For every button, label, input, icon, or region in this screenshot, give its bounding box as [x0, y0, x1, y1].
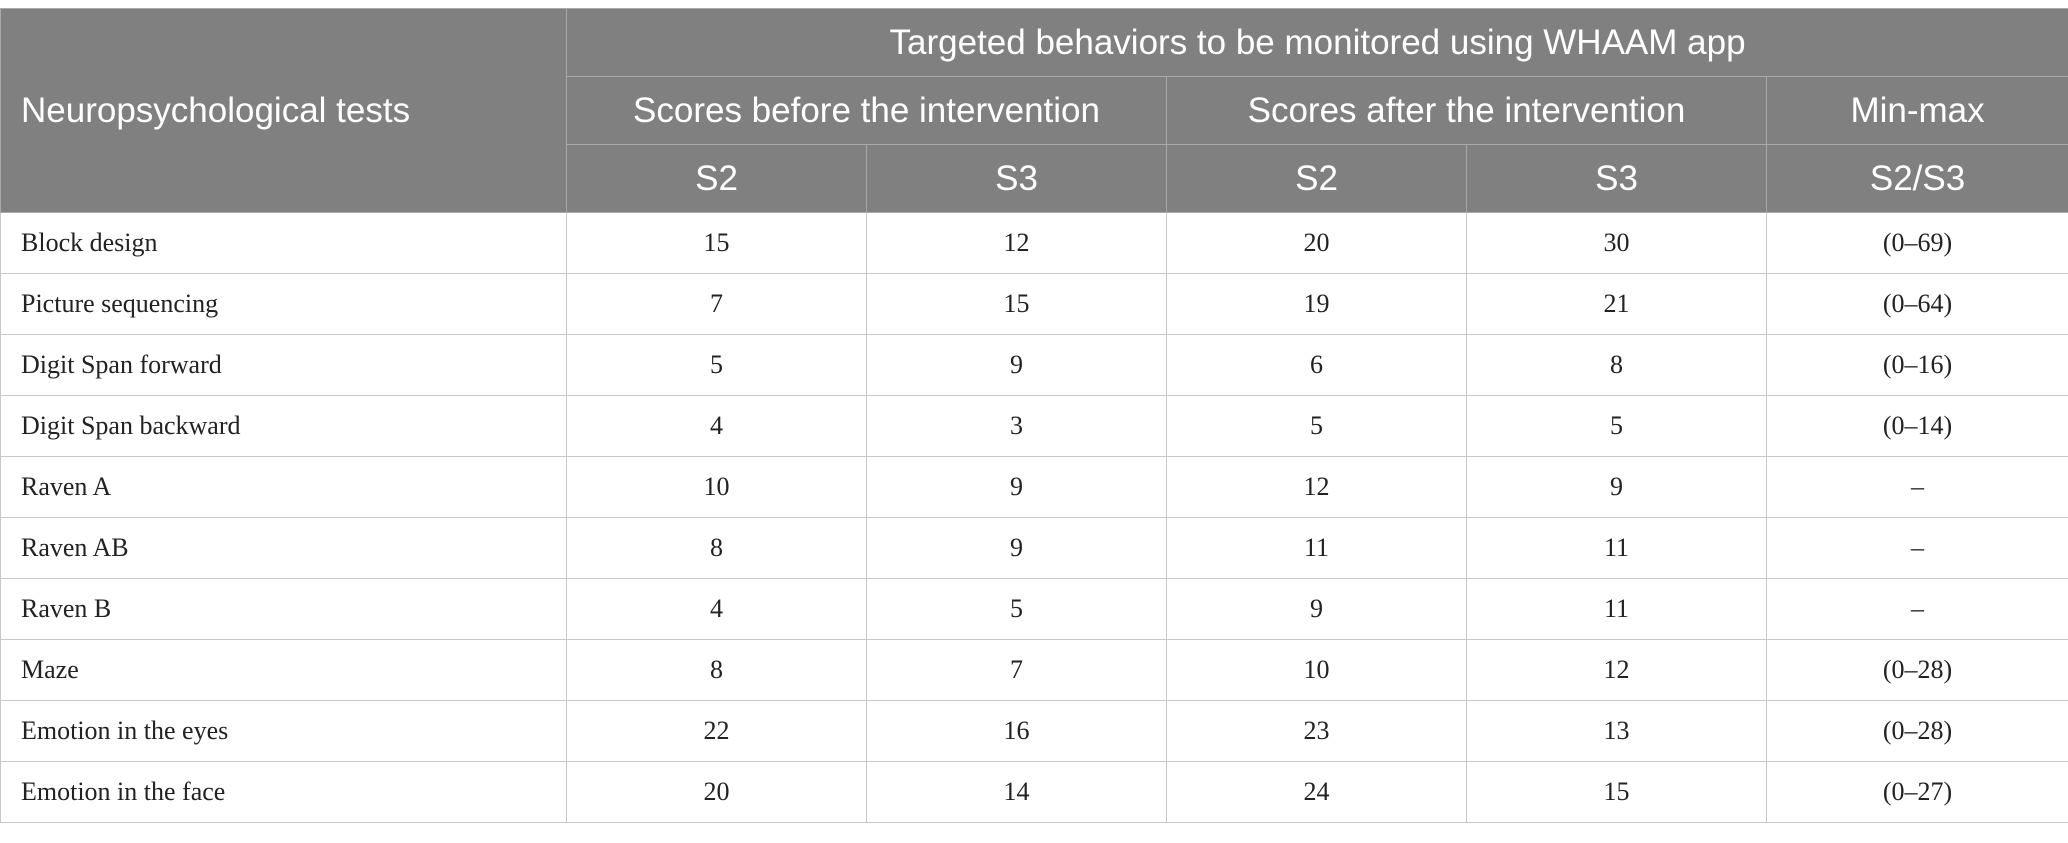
after-s2-cell: 24 [1166, 761, 1467, 823]
before-s3-cell: 7 [866, 639, 1167, 701]
after-s2-cell: 11 [1166, 517, 1467, 579]
before-s3-cell: 16 [866, 700, 1167, 762]
table-row: Block design 15 12 20 30 (0–69) [0, 212, 2068, 274]
minmax-cell: – [1765, 578, 2068, 640]
column-header-before-s3: S3 [866, 144, 1167, 213]
table-row: Raven B 4 5 9 11– [0, 578, 2068, 640]
before-s2-cell: 10 [566, 456, 867, 518]
before-s2-cell: 4 [566, 395, 867, 457]
table-row: Digit Span backward 4 3 5 5 (0–14) [0, 395, 2068, 457]
minmax-cell: (0–28) [1765, 700, 2068, 762]
test-name-cell: Picture sequencing [0, 273, 567, 335]
before-s2-cell: 8 [566, 517, 867, 579]
column-header-after-s2: S2 [1166, 144, 1467, 213]
table-row: Digit Span forward 5 9 6 8 (0–16) [0, 334, 2068, 396]
test-name-cell: Raven B [0, 578, 567, 640]
table-body: Block design 15 12 20 30 (0–69) Picture sequen… [0, 212, 2068, 823]
after-s3-cell: 5 [1466, 395, 1767, 457]
table-row: Maze 8 7 10 12 (0–28) [0, 639, 2068, 701]
before-s2-cell: 7 [566, 273, 867, 335]
before-s3-cell: 9 [866, 456, 1167, 518]
table-row: Raven AB 8 9 11 11– [0, 517, 2068, 579]
test-name-cell: Block design [0, 212, 567, 274]
after-s3-cell: 13 [1466, 700, 1767, 762]
before-s3-cell: 5 [866, 578, 1167, 640]
before-s3-cell: 12 [866, 212, 1167, 274]
header-row-columns: S2 S3 S2 S3 S2/S3 [1, 144, 2068, 213]
minmax-cell: (0–27) [1765, 761, 2068, 823]
subgroup-minmax: Min-max [1765, 76, 2068, 145]
group-header: Targeted behaviors to be monitored using… [565, 8, 2068, 77]
after-s2-cell: 12 [1166, 456, 1467, 518]
before-s2-cell: 5 [566, 334, 867, 396]
after-s3-cell: 11 [1466, 517, 1767, 579]
after-s2-cell: 20 [1166, 212, 1467, 274]
test-name-cell: Digit Span backward [0, 395, 567, 457]
table-header: Neuropsychological tests Targeted behavi… [0, 8, 2068, 213]
before-s3-cell: 9 [866, 517, 1167, 579]
before-s3-cell: 14 [866, 761, 1167, 823]
after-s3-cell: 15 [1466, 761, 1767, 823]
before-s2-cell: 15 [566, 212, 867, 274]
test-name-cell: Digit Span forward [0, 334, 567, 396]
after-s3-cell: 12 [1466, 639, 1767, 701]
before-s3-cell: 15 [866, 273, 1167, 335]
column-header-after-s3: S3 [1466, 144, 1767, 213]
test-name-cell: Emotion in the face [0, 761, 567, 823]
subgroup-after: Scores after the intervention [1166, 76, 1767, 145]
after-s2-cell: 23 [1166, 700, 1467, 762]
after-s3-cell: 9 [1466, 456, 1767, 518]
after-s2-cell: 9 [1166, 578, 1467, 640]
before-s2-cell: 8 [566, 639, 867, 701]
after-s3-cell: 30 [1466, 212, 1767, 274]
minmax-cell: – [1765, 456, 2068, 518]
after-s3-cell: 8 [1466, 334, 1767, 396]
test-name-cell: Maze [0, 639, 567, 701]
test-name-cell: Raven A [0, 456, 567, 518]
before-s3-cell: 3 [866, 395, 1167, 457]
after-s2-cell: 6 [1166, 334, 1467, 396]
column-header-before-s2: S2 [566, 144, 867, 213]
minmax-cell: (0–14) [1765, 395, 2068, 457]
column-header-minmax: S2/S3 [1765, 144, 2068, 213]
row-header-label: Neuropsychological tests [0, 8, 567, 213]
subgroup-before: Scores before the intervention [566, 76, 1167, 145]
minmax-cell: (0–64) [1765, 273, 2068, 335]
before-s2-cell: 4 [566, 578, 867, 640]
after-s2-cell: 10 [1166, 639, 1467, 701]
table-row: Emotion in the face 20 14 24 15 (0–27) [0, 761, 2068, 823]
after-s2-cell: 5 [1166, 395, 1467, 457]
header-row-group: Neuropsychological tests Targeted behavi… [0, 8, 2068, 213]
test-name-cell: Raven AB [0, 517, 567, 579]
header-row-subgroups: Scores before the intervention Scores af… [1, 76, 2068, 145]
test-name-cell: Emotion in the eyes [0, 700, 567, 762]
scores-table: Neuropsychological tests Targeted behavi… [0, 8, 2068, 823]
before-s2-cell: 22 [566, 700, 867, 762]
minmax-cell: – [1765, 517, 2068, 579]
before-s3-cell: 9 [866, 334, 1167, 396]
minmax-cell: (0–28) [1765, 639, 2068, 701]
after-s3-cell: 21 [1466, 273, 1767, 335]
table-row: Picture sequencing 7 15 19 21 (0–64) [0, 273, 2068, 335]
minmax-cell: (0–69) [1765, 212, 2068, 274]
before-s2-cell: 20 [566, 761, 867, 823]
table-row: Emotion in the eyes 22 16 23 13 (0–28) [0, 700, 2068, 762]
minmax-cell: (0–16) [1765, 334, 2068, 396]
table-row: Raven A 10 9 12 9– [0, 456, 2068, 518]
after-s2-cell: 19 [1166, 273, 1467, 335]
after-s3-cell: 11 [1466, 578, 1767, 640]
